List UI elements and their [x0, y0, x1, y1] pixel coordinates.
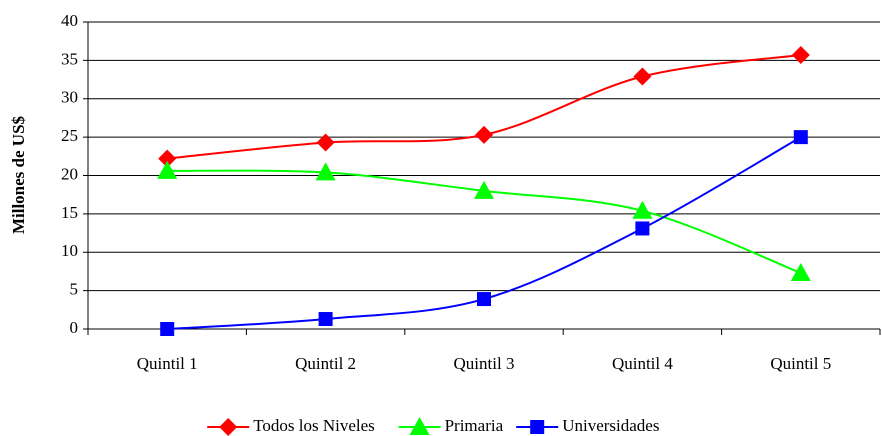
y-tick-label: 15 [61, 203, 78, 222]
x-tick-label: Quintil 1 [137, 354, 198, 373]
data-point [635, 221, 650, 236]
legend-label: Universidades [562, 416, 659, 435]
legend-label: Primaria [445, 416, 504, 435]
y-tick-label: 10 [61, 241, 78, 260]
data-point [793, 130, 808, 145]
y-tick-label: 20 [61, 164, 78, 183]
x-tick-label: Quintil 2 [295, 354, 356, 373]
y-axis-label: Millones de US$ [9, 115, 28, 234]
data-point [318, 312, 333, 327]
data-point [158, 149, 177, 168]
data-point [477, 292, 491, 307]
data-point [790, 262, 811, 281]
y-tick-label: 35 [61, 49, 78, 68]
y-tick-label: 40 [61, 11, 78, 30]
data-point [633, 67, 652, 86]
x-tick-label: Quintil 4 [612, 354, 673, 373]
data-point [315, 162, 336, 181]
data-point [632, 200, 653, 219]
y-tick-label: 5 [70, 280, 79, 299]
data-point [474, 180, 494, 199]
data-point [157, 160, 178, 179]
legend-marker [409, 417, 430, 435]
data-point [160, 322, 175, 336]
data-point [791, 46, 810, 65]
x-tick-label: Quintil 3 [454, 354, 515, 373]
legend-marker [219, 418, 238, 436]
data-point [475, 125, 493, 144]
y-tick-label: 30 [61, 88, 78, 107]
legend-label: Todos los Niveles [253, 416, 375, 435]
data-point [316, 133, 335, 152]
y-tick-label: 0 [70, 318, 79, 337]
legend-marker [530, 420, 545, 434]
y-tick-label: 25 [61, 126, 78, 145]
x-tick-label: Quintil 5 [770, 354, 831, 373]
